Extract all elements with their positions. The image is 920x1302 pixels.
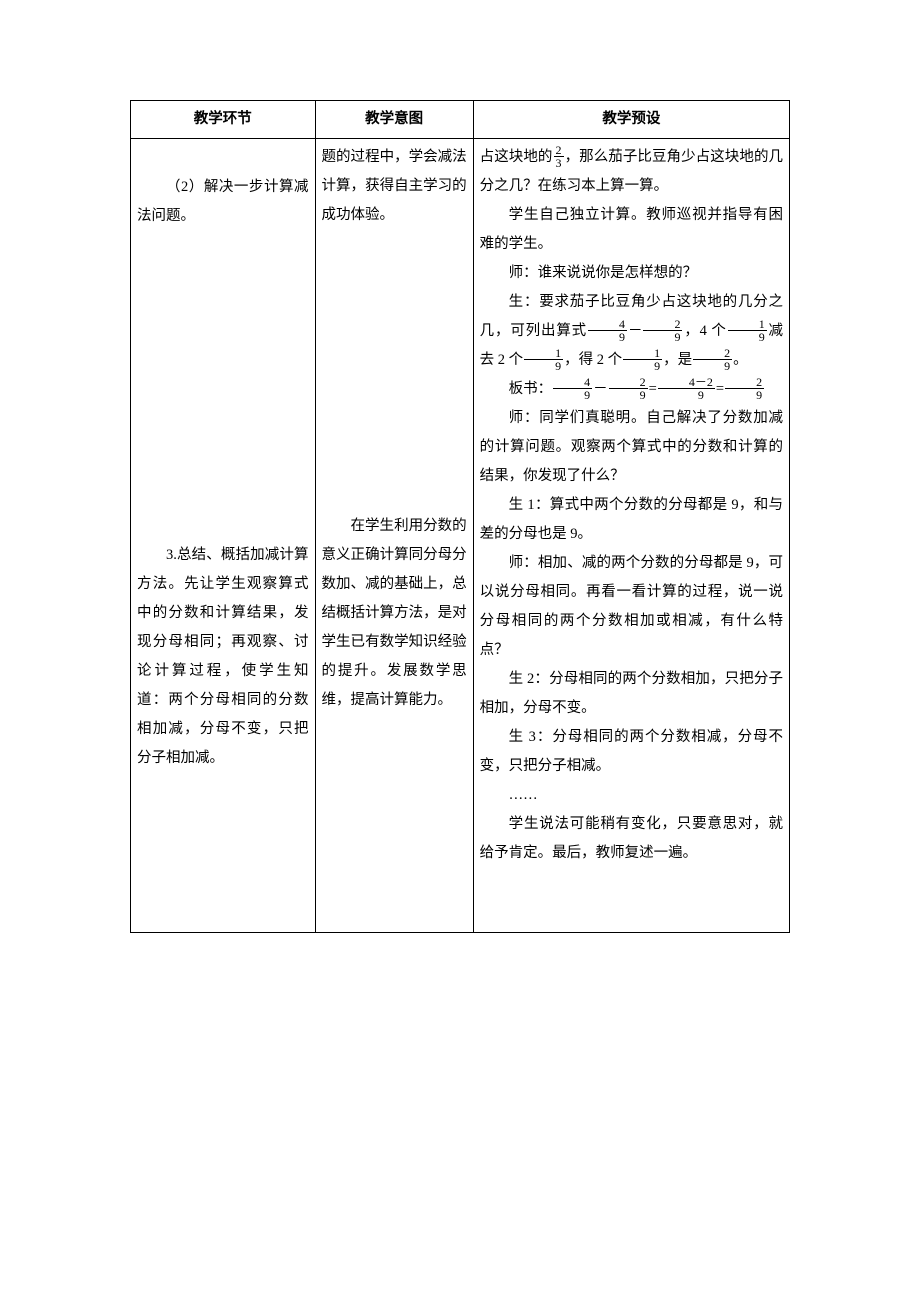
col3-p4: 生：要求茄子比豆角少占这块地的几分之几，可列出算式49－29，4 个19减去 2… <box>480 288 783 375</box>
header-col1: 教学环节 <box>131 101 316 139</box>
fraction-2-3: 23 <box>554 144 564 169</box>
fraction-2-9-b: 29 <box>693 347 732 372</box>
fraction-1-9: 19 <box>728 318 767 343</box>
col3-p5-board: 板书：49－29=4－29=29 <box>480 375 783 404</box>
col3-p2: 学生自己独立计算。教师巡视并指导有困难的学生。 <box>480 201 783 259</box>
header-col2: 教学意图 <box>315 101 473 139</box>
col3-p11: …… <box>480 781 783 810</box>
fraction-4-9: 49 <box>588 318 627 343</box>
cell-teaching-plan: 占这块地的23，那么茄子比豆角少占这块地的几分之几？在练习本上算一算。 学生自己… <box>473 139 789 933</box>
col3-p3: 师：谁来说说你是怎样想的？ <box>480 259 783 288</box>
fraction-1-9-b: 19 <box>524 347 563 372</box>
eq-frac-4m2-9: 4－29 <box>658 376 715 401</box>
cell-teaching-intent: 题的过程中，学会减法计算，获得自主学习的成功体验。 在学生利用分数的意义正确计算… <box>315 139 473 933</box>
eq-frac-2-9: 29 <box>609 376 648 401</box>
document-page: 教学环节 教学意图 教学预设 （2）解决一步计算减法问题。 3.总结、概括加减计… <box>0 0 920 1302</box>
cell-teaching-segment: （2）解决一步计算减法问题。 3.总结、概括加减计算方法。先让学生观察算式中的分… <box>131 139 316 933</box>
eq-frac-4-9: 49 <box>553 376 592 401</box>
col3-p10: 生 3：分母相同的两个分数相减，分母不变，只把分子相减。 <box>480 723 783 781</box>
lesson-table: 教学环节 教学意图 教学预设 （2）解决一步计算减法问题。 3.总结、概括加减计… <box>130 100 790 933</box>
col3-p8: 师：相加、减的两个分数的分母都是 9，可以说分母相同。再看一看计算的过程，说一说… <box>480 549 783 665</box>
col1-p2: 3.总结、概括加减计算方法。先让学生观察算式中的分数和计算结果，发现分母相同；再… <box>137 541 309 773</box>
eq-frac-2-9-r: 29 <box>725 376 764 401</box>
col3-p9: 生 2：分母相同的两个分数相加，只把分子相加，分母不变。 <box>480 665 783 723</box>
col3-p7: 生 1：算式中两个分数的分母都是 9，和与差的分母也是 9。 <box>480 491 783 549</box>
fraction-1-9-c: 19 <box>623 347 662 372</box>
col3-p12: 学生说法可能稍有变化，只要意思对，就给予肯定。最后，教师复述一遍。 <box>480 810 783 868</box>
col3-p6: 师：同学们真聪明。自己解决了分数加减的计算问题。观察两个算式中的分数和计算的结果… <box>480 404 783 491</box>
col2-p1: 题的过程中，学会减法计算，获得自主学习的成功体验。 <box>322 143 467 230</box>
header-col3: 教学预设 <box>473 101 789 139</box>
fraction-2-9: 29 <box>643 318 682 343</box>
table-body-row: （2）解决一步计算减法问题。 3.总结、概括加减计算方法。先让学生观察算式中的分… <box>131 139 790 933</box>
table-header-row: 教学环节 教学意图 教学预设 <box>131 101 790 139</box>
col2-p2: 在学生利用分数的意义正确计算同分母分数加、减的基础上，总结概括计算方法，是对学生… <box>322 512 467 715</box>
col3-p1: 占这块地的23，那么茄子比豆角少占这块地的几分之几？在练习本上算一算。 <box>480 143 783 201</box>
col1-p1: （2）解决一步计算减法问题。 <box>137 173 309 231</box>
